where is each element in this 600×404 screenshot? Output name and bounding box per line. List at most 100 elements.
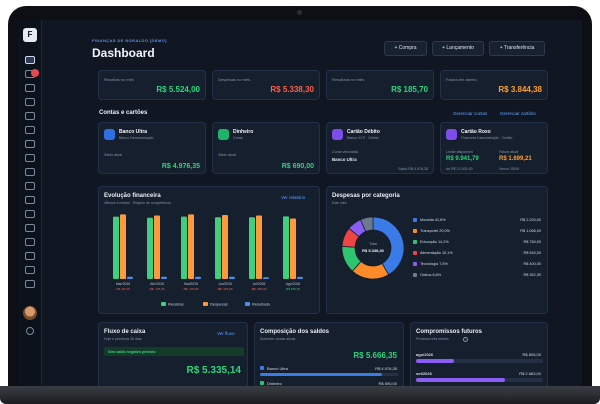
donut-center-value: R$ 5.338,30	[362, 248, 384, 253]
new-transfer-button[interactable]: + Transferência	[489, 41, 545, 56]
bar-receitas-5[interactable]	[283, 216, 289, 279]
donut-center-label: Total	[369, 242, 377, 246]
banner-text: Sem saldo negativo previsto	[108, 349, 156, 354]
kpi-card-invoice[interactable]: Fatura em aberto R$ 3.844,38	[440, 70, 548, 100]
kpi-card-result[interactable]: Resultado no mês R$ 185,70	[326, 70, 434, 100]
account-balance: R$ 690,00	[281, 163, 314, 170]
legend-value: R$ 540,00	[523, 251, 541, 255]
laptop-base	[0, 386, 600, 404]
bar-receitas-0[interactable]	[113, 216, 119, 279]
kpi-card-income[interactable]: Receitas no mês R$ 5.524,00	[98, 70, 206, 100]
bank-icon[interactable]	[25, 154, 35, 162]
chart-icon[interactable]	[25, 168, 35, 176]
legend-value: R$ 2.220,00	[520, 218, 541, 222]
document-icon[interactable]	[25, 252, 35, 260]
bar-receitas-1[interactable]	[147, 217, 153, 279]
composition-total: R$ 5.666,35	[353, 351, 397, 360]
legend-category: Tecnologia 7,5%	[420, 262, 448, 266]
bar-receitas-2[interactable]	[181, 216, 187, 279]
wallet-icon	[218, 129, 229, 140]
card-cartao-roxo[interactable]: Cartão Roxo Financeira Demonstração · Cr…	[440, 122, 548, 174]
transfer-icon[interactable]	[25, 98, 35, 106]
bar-despesas-4[interactable]	[256, 215, 262, 279]
notification-badge	[31, 69, 39, 77]
result-data-label: R$ -175,00	[150, 287, 165, 291]
user-avatar[interactable]	[23, 306, 37, 320]
bar-resultado-1[interactable]	[161, 276, 167, 279]
report-icon[interactable]	[25, 224, 35, 232]
donut-slice-5[interactable]	[359, 216, 374, 233]
account-card-dinheiro[interactable]: Dinheiro Conta Saldo atual R$ 690,00	[212, 122, 320, 174]
gear-icon[interactable]	[25, 112, 35, 120]
bank-icon	[104, 129, 115, 140]
app-logo[interactable]: F	[23, 28, 37, 42]
bar-resultado-3[interactable]	[229, 276, 235, 279]
bar-resultado-4[interactable]	[263, 277, 269, 279]
home-icon[interactable]	[25, 56, 35, 64]
bar-receitas-3[interactable]	[215, 217, 221, 279]
card-cartao-debito[interactable]: Cartão Débito Banco XYZ · Débito Conta v…	[326, 122, 434, 174]
legend-category: Alimentação 10,1%	[420, 251, 453, 255]
card-subtitle: Banco XYZ · Débito	[347, 136, 379, 140]
legend-label[interactable]: Receitas	[168, 302, 184, 307]
bar-resultado-2[interactable]	[195, 276, 201, 279]
shield-icon[interactable]	[25, 266, 35, 274]
list-icon[interactable]	[25, 84, 35, 92]
manage-accounts-link[interactable]: Gerenciar contas	[453, 111, 488, 116]
laptop-frame: F FINANÇAS DE NORALDO [DEMO] Dashboard	[8, 6, 592, 404]
commitment-month: set/2026	[416, 371, 432, 376]
account-name: Dinheiro	[233, 129, 254, 135]
view-report-link[interactable]: Ver relatório	[281, 195, 306, 200]
kpi-card-expenses[interactable]: Despesas no mês R$ 5.338,30	[212, 70, 320, 100]
new-purchase-button[interactable]: + Compra	[384, 41, 427, 56]
commitment-bar-fill	[416, 359, 455, 363]
building-icon[interactable]	[25, 280, 35, 288]
repeat-icon[interactable]	[25, 126, 35, 134]
x-tick-label: Abr/2026	[150, 282, 164, 286]
organization-name: FINANÇAS DE NORALDO [DEMO]	[92, 38, 167, 43]
expenses-donut-chart	[341, 216, 405, 280]
legend-swatch	[413, 251, 417, 255]
card-subtitle: Financeira Demonstração · Crédito	[461, 136, 513, 140]
bar-resultado-0[interactable]	[127, 276, 133, 279]
view-cashflow-link[interactable]: Ver fluxo	[217, 331, 235, 336]
logout-icon[interactable]	[26, 327, 34, 335]
upload-icon[interactable]	[25, 140, 35, 148]
commitment-value: R$ 805,00	[522, 352, 541, 357]
info-icon[interactable]	[463, 337, 468, 342]
commitments-title: Compromissos futuros	[416, 329, 483, 335]
tag-icon[interactable]	[25, 196, 35, 204]
result-data-label: R$ 185,70	[286, 287, 300, 291]
legend-category: Educação 14,2%	[420, 240, 449, 244]
bar-despesas-3[interactable]	[222, 214, 228, 279]
legend-category: Transporte 20,0%	[420, 229, 451, 233]
new-entry-button[interactable]: + Lançamento	[432, 41, 484, 56]
goal-icon[interactable]	[25, 182, 35, 190]
bar-despesas-2[interactable]	[188, 214, 194, 279]
bar-despesas-1[interactable]	[154, 215, 160, 279]
kpi-label: Receitas no mês	[104, 77, 134, 82]
account-card-banco-ultra[interactable]: Banco Ultra Banco Demonstração Saldo atu…	[98, 122, 206, 174]
bar-despesas-5[interactable]	[290, 218, 296, 279]
balance-label: Saldo atual	[218, 153, 236, 157]
commitments-subtitle: Próximos três meses	[416, 337, 449, 341]
x-tick-label: Jul/2026	[253, 282, 266, 286]
commitment-value: R$ 2.683,00	[519, 371, 541, 376]
commitment-bar-track	[416, 359, 543, 363]
calendar-icon[interactable]	[25, 210, 35, 218]
legend-swatch	[413, 273, 417, 277]
legend-value: R$ 760,00	[523, 240, 541, 244]
kpi-value: R$ 3.844,38	[498, 85, 542, 94]
users-icon[interactable]	[25, 238, 35, 246]
bar-receitas-4[interactable]	[249, 217, 255, 279]
bar-resultado-5[interactable]	[297, 276, 303, 279]
legend-label[interactable]: Despesas	[210, 302, 228, 307]
manage-cards-link[interactable]: Gerenciar cartões	[500, 111, 536, 116]
evolution-title: Evolução financeira	[104, 193, 161, 199]
legend-label[interactable]: Resultado	[252, 302, 271, 307]
legend-value: R$ 1.066,00	[520, 229, 541, 233]
cashflow-title: Fluxo de caixa	[104, 329, 146, 335]
expenses-subtitle: Este mês	[332, 201, 347, 205]
bar-despesas-0[interactable]	[120, 214, 126, 279]
